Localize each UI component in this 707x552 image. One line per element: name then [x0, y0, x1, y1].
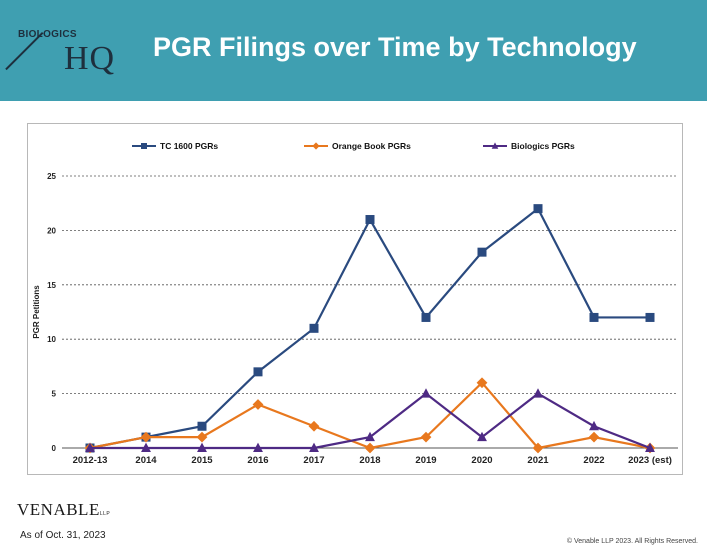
x-tick-label: 2022	[583, 455, 604, 466]
data-point	[589, 420, 599, 431]
venable-logo: VENABLELLP	[17, 500, 110, 520]
y-tick-label: 10	[47, 335, 56, 344]
as-of-date: As of Oct. 31, 2023	[20, 530, 106, 541]
biologics-hq-logo: BIOLOGICS HQ	[5, 26, 130, 82]
y-axis-label: PGR Petitions	[32, 285, 41, 339]
data-point	[252, 399, 264, 410]
venable-logo-text: VENABLE	[17, 500, 100, 519]
data-point	[197, 442, 207, 453]
x-tick-label: 2018	[359, 455, 380, 466]
data-point	[85, 442, 95, 453]
data-point	[309, 323, 319, 333]
legend-label: TC 1600 PGRs	[160, 141, 218, 151]
page-title: PGR Filings over Time by Technology	[153, 32, 637, 62]
chart-frame: 0 5 10 15 20 25 2012-13 2014 2015 2016 2017 2018 201…	[27, 123, 683, 475]
venable-logo-suffix: LLP	[99, 511, 111, 517]
x-tick-label: 2021	[527, 455, 549, 466]
x-tick-label: 2015	[191, 455, 213, 466]
data-point	[589, 312, 599, 322]
data-point	[197, 421, 207, 431]
data-point	[365, 215, 375, 225]
x-tick-label: 2017	[303, 455, 324, 466]
y-tick-label: 0	[52, 444, 57, 453]
data-point	[532, 442, 544, 454]
logo-biologics-text: BIOLOGICS	[18, 29, 77, 40]
data-point	[533, 204, 543, 214]
y-tick-label: 5	[52, 390, 57, 399]
y-tick-label: 15	[47, 281, 56, 290]
data-point	[421, 388, 431, 398]
line-chart: 0 5 10 15 20 25 2012-13 2014 2015 2016 2017 2018 201…	[32, 141, 678, 466]
data-point	[477, 247, 487, 257]
data-point	[420, 431, 432, 443]
data-point	[533, 388, 543, 398]
x-tick-label: 2014	[135, 455, 157, 466]
data-point	[645, 312, 655, 322]
x-tick-label: 2023 (est)	[628, 455, 672, 466]
data-point	[140, 431, 152, 443]
x-tick-label: 2012-13	[73, 455, 108, 466]
y-tick-label: 25	[47, 172, 56, 181]
series-line-0	[89, 206, 650, 450]
data-point	[308, 420, 320, 432]
data-point	[141, 442, 151, 453]
legend-marker	[312, 142, 320, 150]
header-banner: BIOLOGICS HQ PGR Filings over Time by Te…	[0, 0, 707, 101]
data-point	[477, 431, 487, 442]
legend-marker	[141, 143, 147, 149]
legend-label: Orange Book PGRs	[332, 141, 411, 151]
data-point	[196, 431, 208, 443]
x-tick-label: 2019	[415, 455, 436, 466]
legend-marker	[491, 142, 499, 149]
legend-label: Biologics PGRs	[511, 141, 575, 151]
copyright-notice: © Venable LLP 2023. All Rights Reserved.	[566, 538, 698, 545]
y-tick-label: 20	[47, 226, 56, 235]
x-tick-label: 2020	[471, 455, 492, 466]
x-tick-label: 2016	[247, 455, 268, 466]
data-point	[645, 442, 655, 453]
data-point	[476, 377, 488, 389]
data-point	[588, 431, 600, 443]
data-point	[364, 442, 376, 454]
logo-hq-text: HQ	[64, 40, 116, 77]
data-point	[253, 442, 263, 453]
data-point	[309, 442, 319, 453]
data-point	[365, 431, 375, 442]
data-point	[253, 367, 263, 377]
data-point	[421, 312, 431, 322]
